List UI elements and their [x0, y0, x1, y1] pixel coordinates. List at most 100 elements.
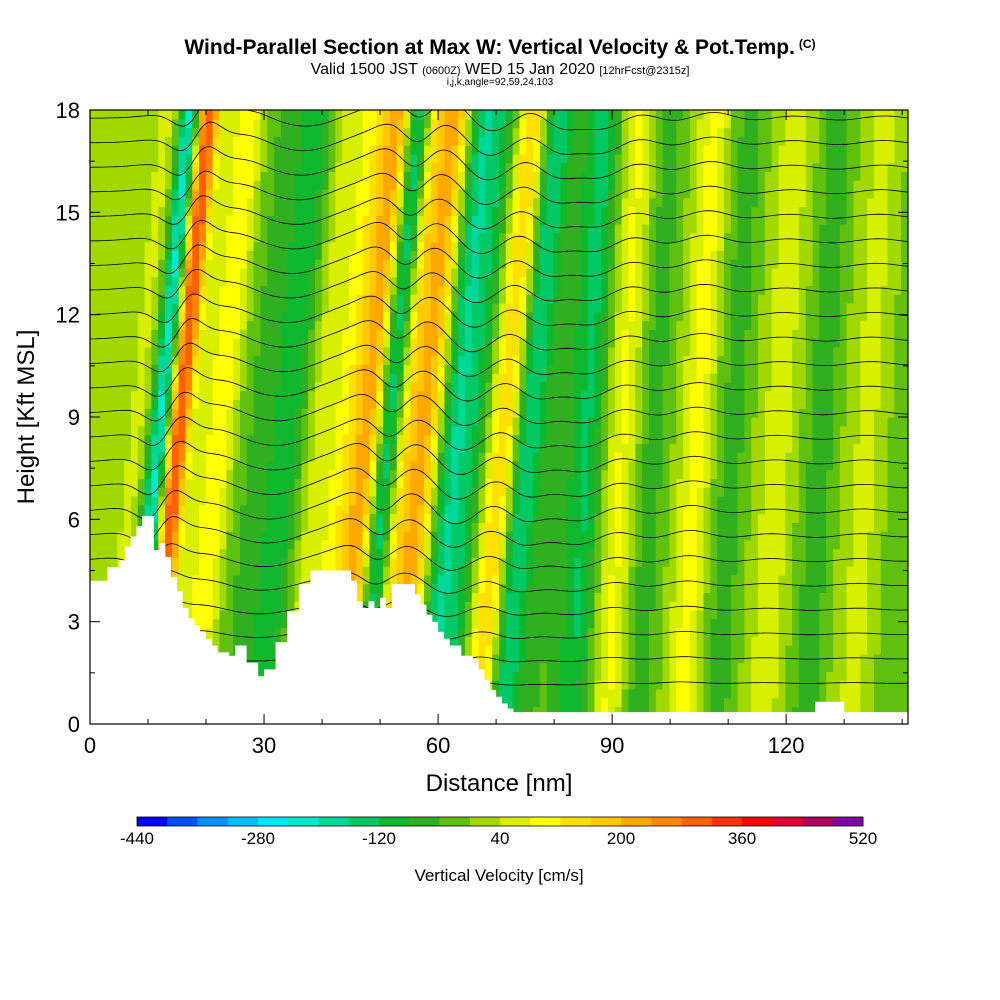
velocity-cell — [485, 390, 493, 401]
velocity-cell — [717, 539, 725, 550]
velocity-cell — [301, 425, 309, 436]
velocity-cell — [383, 539, 391, 550]
velocity-cell — [267, 539, 275, 550]
velocity-cell — [464, 504, 473, 515]
velocity-cell — [560, 443, 568, 453]
velocity-cell — [274, 469, 282, 479]
velocity-cell — [894, 539, 902, 550]
velocity-cell — [553, 364, 561, 374]
velocity-cell — [274, 539, 282, 550]
velocity-cell — [567, 645, 575, 655]
velocity-cell — [833, 504, 841, 515]
velocity-cell — [621, 390, 630, 401]
velocity-cell — [96, 566, 105, 576]
velocity-cell — [471, 460, 480, 471]
velocity-cell — [424, 364, 432, 374]
velocity-cell — [873, 408, 882, 418]
velocity-cell — [301, 513, 309, 523]
velocity-cell — [573, 574, 582, 585]
velocity-cell — [519, 706, 527, 716]
velocity-cell — [594, 592, 602, 602]
velocity-cell — [771, 539, 780, 550]
velocity-cell — [444, 478, 452, 488]
velocity-cell — [635, 513, 643, 523]
velocity-cell — [389, 548, 398, 558]
velocity-cell — [730, 627, 739, 637]
velocity-cell — [676, 487, 684, 497]
velocity-cell — [308, 355, 316, 365]
velocity-cell — [464, 469, 473, 479]
velocity-cell — [369, 443, 377, 453]
velocity-cell — [635, 627, 643, 637]
velocity-cell — [703, 688, 711, 699]
velocity-cell — [103, 373, 112, 383]
velocity-cell — [819, 513, 827, 523]
velocity-cell — [873, 425, 882, 436]
velocity-cell — [533, 601, 541, 611]
velocity-cell — [846, 688, 855, 699]
velocity-cell — [785, 443, 793, 453]
velocity-cell — [546, 583, 555, 594]
velocity-cell — [894, 662, 902, 672]
velocity-cell — [648, 531, 657, 541]
velocity-cell — [110, 548, 118, 558]
velocity-cell — [614, 434, 623, 444]
velocity-cell — [492, 487, 500, 497]
velocity-cell — [355, 460, 364, 471]
velocity-cell — [369, 539, 377, 550]
velocity-cell — [410, 408, 418, 418]
velocity-cell — [253, 478, 262, 488]
velocity-cell — [199, 443, 207, 453]
velocity-cell — [853, 697, 861, 708]
velocity-cell — [471, 399, 480, 409]
velocity-cell — [635, 495, 643, 506]
velocity-cell — [369, 469, 377, 479]
velocity-cell — [758, 557, 766, 567]
velocity-cell — [144, 425, 152, 436]
velocity-cell — [117, 408, 125, 418]
velocity-cell — [396, 539, 405, 550]
velocity-cell — [710, 539, 718, 550]
velocity-cell — [833, 539, 841, 550]
velocity-cell — [192, 574, 200, 585]
velocity-cell — [233, 487, 241, 497]
velocity-cell — [642, 373, 650, 383]
velocity-cell — [778, 627, 786, 637]
velocity-cell — [424, 452, 432, 462]
velocity-cell — [621, 539, 630, 550]
velocity-cell — [458, 355, 466, 365]
velocity-cell — [274, 381, 282, 392]
velocity-cell — [546, 548, 555, 558]
velocity-cell — [178, 531, 187, 541]
velocity-cell — [710, 425, 718, 436]
velocity-cell — [253, 381, 262, 392]
velocity-cell — [730, 592, 739, 602]
velocity-cell — [567, 706, 575, 716]
velocity-cell — [512, 601, 521, 611]
velocity-cell — [553, 548, 561, 558]
velocity-cell — [594, 478, 602, 488]
velocity-cell — [560, 653, 568, 664]
velocity-cell — [594, 381, 602, 392]
velocity-cell — [655, 513, 664, 523]
velocity-cell — [805, 452, 814, 462]
velocity-cell — [219, 645, 227, 655]
velocity-cell — [648, 478, 657, 488]
velocity-cell — [573, 688, 582, 699]
velocity-cell — [424, 460, 432, 471]
velocity-cell — [587, 373, 596, 383]
velocity-cell — [717, 645, 725, 655]
velocity-cell — [294, 399, 302, 409]
velocity-cell — [349, 425, 357, 436]
velocity-cell — [628, 408, 636, 418]
velocity-cell — [308, 478, 316, 488]
velocity-cell — [580, 697, 589, 708]
velocity-cell — [601, 452, 609, 462]
velocity-cell — [478, 495, 486, 506]
velocity-cell — [805, 487, 814, 497]
velocity-cell — [553, 609, 561, 620]
velocity-cell — [314, 417, 323, 427]
velocity-cell — [730, 434, 739, 444]
velocity-cell — [587, 443, 596, 453]
velocity-cell — [485, 399, 493, 409]
